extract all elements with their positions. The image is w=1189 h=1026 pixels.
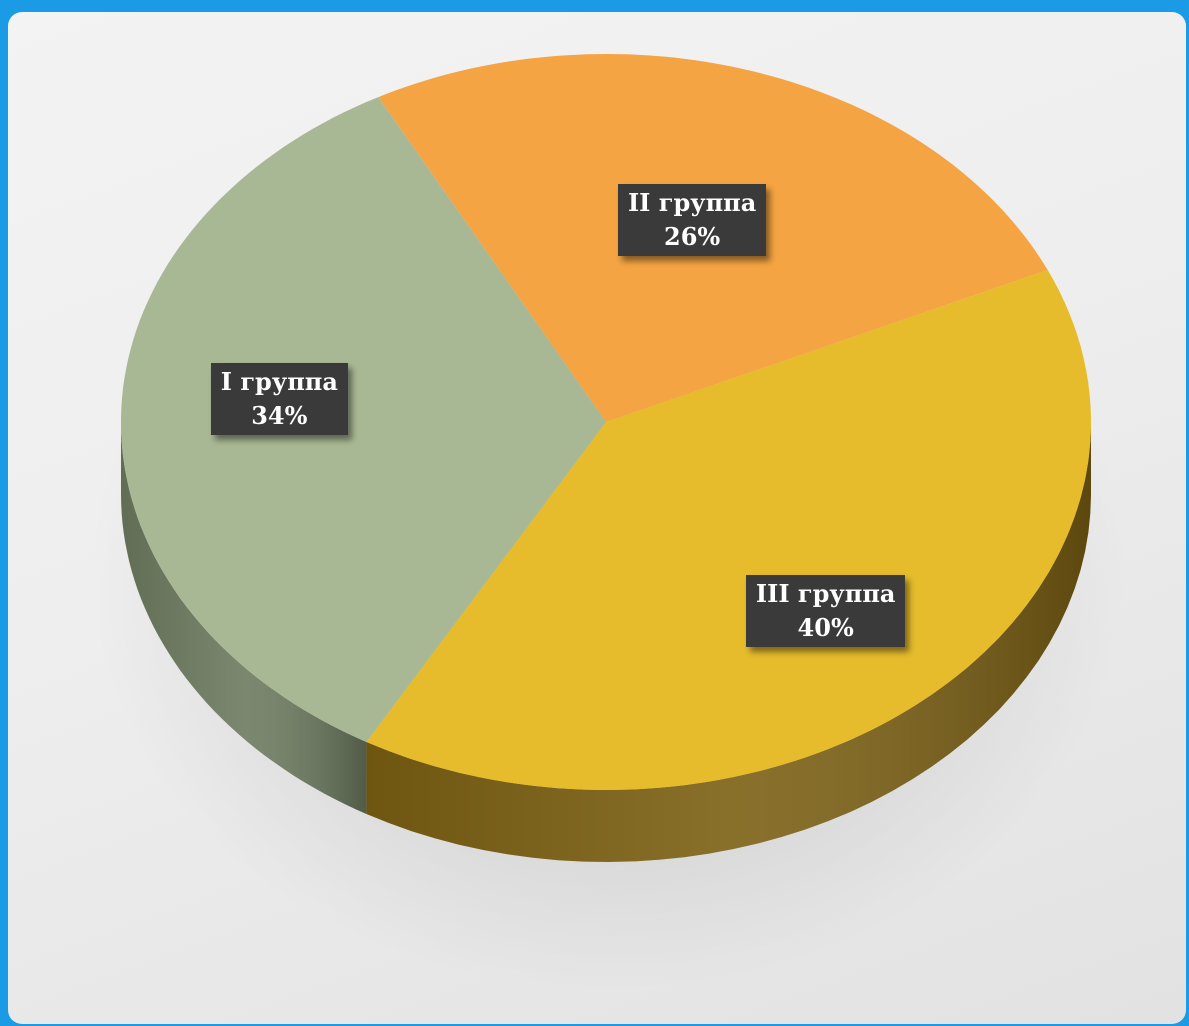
data-label-category: II группа — [627, 188, 757, 218]
pie-side-shade-2 — [366, 422, 1091, 862]
data-label-value: 34% — [251, 401, 308, 431]
data-label-value: 26% — [664, 222, 721, 252]
pie-slice-2 — [366, 270, 1091, 790]
data-label-value: 40% — [797, 613, 854, 643]
data-label-group-1: I группа 34% — [210, 363, 348, 436]
pie-slice-3 — [121, 97, 606, 743]
pie-chart — [88, 54, 1128, 992]
data-label-group-2: II группа 26% — [617, 184, 767, 257]
chart-panel: II группа 26% III группа 40% I группа 34… — [8, 12, 1186, 1024]
data-label-group-3: III группа 40% — [745, 575, 906, 648]
data-label-category: III группа — [755, 579, 896, 609]
pie-side-walls — [121, 422, 1091, 862]
pie-side-shade-3 — [121, 422, 367, 814]
data-label-category: I группа — [220, 367, 338, 397]
